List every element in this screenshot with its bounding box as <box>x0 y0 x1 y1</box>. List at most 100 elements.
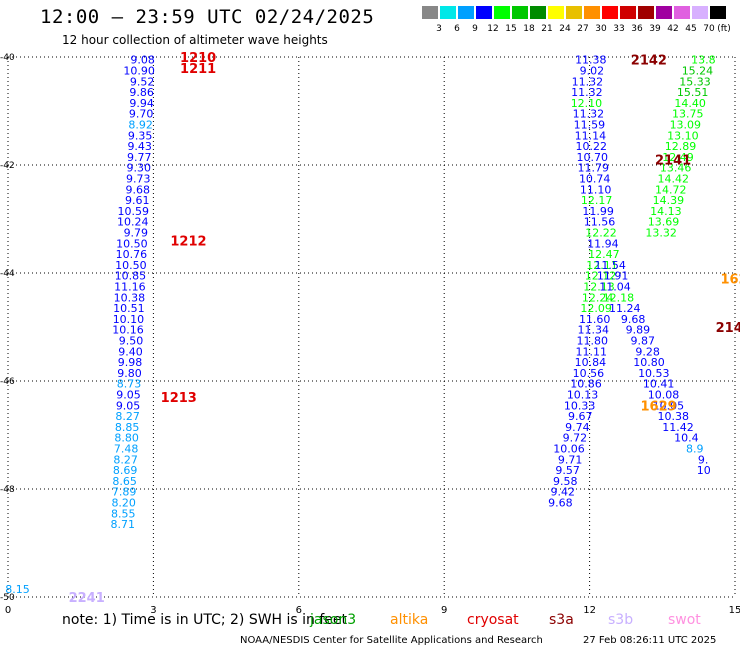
swh-value: 9.68 <box>621 313 646 326</box>
y-tick-label: -50 <box>0 593 15 603</box>
swh-value: 9.67 <box>568 410 593 423</box>
swh-value: 12.13 <box>583 281 615 294</box>
swh-value: 9.02 <box>580 65 605 78</box>
swh-value: 11.38 <box>575 54 607 67</box>
legend-swatch <box>476 6 492 19</box>
swh-value: 11.91 <box>597 270 629 283</box>
swh-value: 10 <box>697 464 711 477</box>
swh-value: 11.04 <box>599 281 631 294</box>
swh-value: 12.12 <box>585 270 617 283</box>
pass-number-label: 1629 <box>640 399 676 414</box>
swh-value: 15.51 <box>677 86 709 99</box>
legend-label: 6 <box>454 24 460 34</box>
swh-value: 11.32 <box>571 86 603 99</box>
swh-value: 10.84 <box>575 356 607 369</box>
legend-swatch <box>584 6 600 19</box>
swh-value: 13.32 <box>645 227 677 240</box>
swh-value: 12.89 <box>665 140 697 153</box>
swh-value: 9.40 <box>118 345 143 358</box>
y-tick-label: -48 <box>0 485 15 495</box>
legend-label: 45 <box>685 24 697 34</box>
x-tick-label: 15 <box>729 605 740 616</box>
swh-value: 10.16 <box>112 324 144 337</box>
swh-value: 12.22 <box>585 227 617 240</box>
swh-value: 14.13 <box>650 205 682 218</box>
swh-value: 14.39 <box>653 194 685 207</box>
legend-swatch <box>674 6 690 19</box>
legend-swatch <box>710 6 726 19</box>
swh-value: 9.74 <box>565 421 590 434</box>
swh-value: 9.61 <box>125 194 150 207</box>
legend-label: 33 <box>613 24 625 34</box>
swh-value: 10.38 <box>114 291 146 304</box>
swh-value: 12.47 <box>588 248 620 261</box>
sat-jason3: jason3 <box>310 612 357 628</box>
x-tick-label: 12 <box>583 605 596 616</box>
swh-value: 9.08 <box>130 54 155 67</box>
swh-value: 13.46 <box>660 162 692 175</box>
swh-value: 9.68 <box>548 497 573 510</box>
swh-value: 10.10 <box>113 313 145 326</box>
legend-label: 27 <box>577 24 589 34</box>
legend-label: 12 <box>487 24 499 34</box>
legend-swatch <box>458 6 474 19</box>
pass-number-label: 1211 <box>180 62 216 77</box>
swh-value: 11.10 <box>580 183 612 196</box>
legend-swatch <box>566 6 582 19</box>
swh-value: 9.52 <box>130 75 155 88</box>
swh-value: 11.79 <box>577 162 609 175</box>
swh-value: 8.69 <box>113 464 138 477</box>
swh-value: 9.73 <box>126 173 151 186</box>
x-tick-label: 6 <box>296 605 302 616</box>
pass-number-label: 1628 <box>720 272 740 287</box>
pass-number-label: 2141 <box>655 154 691 169</box>
swh-value: 8.15 <box>5 583 30 596</box>
swh-value: 8.73 <box>117 378 142 391</box>
swh-value: 12.18 <box>603 291 635 304</box>
legend-label: 42 <box>667 24 679 34</box>
swh-value: 11.99 <box>582 205 614 218</box>
swh-value: 10.85 <box>115 270 147 283</box>
swh-value: 14.40 <box>674 97 706 110</box>
swh-value: 10.56 <box>573 367 605 380</box>
swh-value: 9.70 <box>129 108 154 121</box>
swh-value: 13.69 <box>648 216 680 229</box>
swh-value: 11.42 <box>662 421 694 434</box>
swh-value: 10.53 <box>638 367 670 380</box>
swh-value: 8.92 <box>128 119 153 132</box>
swh-value: 9.43 <box>127 140 152 153</box>
swh-value: 9.57 <box>555 464 580 477</box>
legend-swatch <box>530 6 546 19</box>
swh-value: 10.41 <box>643 378 675 391</box>
swh-value: 14.72 <box>655 183 687 196</box>
swh-value: 8.85 <box>115 421 140 434</box>
swh-value: 9.28 <box>635 345 660 358</box>
swh-value: 9.68 <box>126 183 151 196</box>
swh-value: 8.65 <box>112 475 137 488</box>
chart-title: 12:00 – 23:59 UTC 02/24/2025 <box>40 6 375 28</box>
legend-swatch <box>494 6 510 19</box>
swh-value: 10.33 <box>564 399 596 412</box>
swh-value: 7.89 <box>112 486 137 499</box>
swh-value: 8.80 <box>114 432 139 445</box>
swh-value: 10.13 <box>567 389 599 402</box>
sat-s3b: s3b <box>608 612 634 628</box>
swh-value: 10.86 <box>570 378 602 391</box>
swh-value: 11.56 <box>584 216 616 229</box>
footer-generated-time: 27 Feb 08:26:11 UTC 2025 <box>583 635 717 646</box>
sat-s3a: s3a <box>549 612 574 628</box>
legend-label: 9 <box>472 24 478 34</box>
footer-note: note: 1) Time is in UTC; 2) SWH is in fe… <box>62 612 348 628</box>
legend-swatch <box>656 6 672 19</box>
swh-value: 12.09 <box>580 302 612 315</box>
swh-value: 12.49 <box>662 151 694 164</box>
legend-swatch <box>422 6 438 19</box>
legend-unit: (ft) <box>717 24 731 34</box>
x-tick-label: 0 <box>5 605 11 616</box>
swh-value: 11.32 <box>573 108 605 121</box>
swh-value: 11.94 <box>587 237 619 250</box>
swh-value: 9.71 <box>558 453 583 466</box>
legend-label: 3 <box>436 24 442 34</box>
legend-label: 18 <box>523 24 535 34</box>
